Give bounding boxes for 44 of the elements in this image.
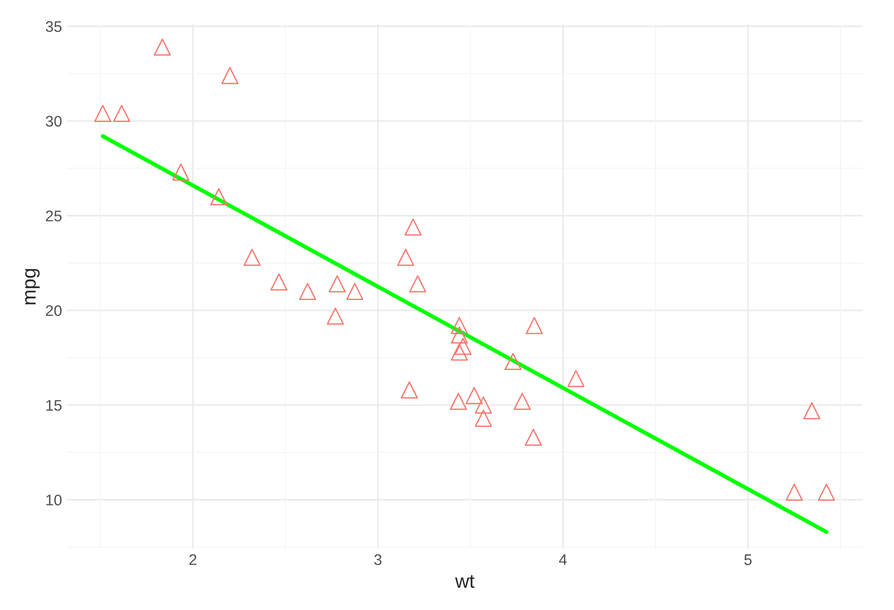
point — [397, 248, 414, 266]
point — [466, 387, 483, 404]
y-tick-label: 35 — [46, 21, 62, 32]
point — [454, 338, 472, 355]
y-tick-label: 25 — [46, 210, 62, 222]
point — [474, 410, 492, 427]
point — [409, 275, 426, 292]
y-tick-label: 30 — [46, 116, 62, 127]
point — [818, 484, 835, 501]
point — [404, 218, 422, 236]
point — [786, 484, 803, 501]
point — [514, 392, 531, 410]
point — [328, 275, 346, 292]
point — [299, 282, 316, 300]
point — [270, 273, 288, 291]
point — [154, 38, 171, 56]
point — [172, 164, 190, 181]
y-axis-title: mpg — [25, 269, 40, 304]
y-tick-label: 20 — [46, 305, 62, 316]
x-tick-label: 4 — [559, 554, 567, 565]
point — [326, 308, 344, 325]
point — [346, 282, 364, 300]
point — [504, 352, 522, 370]
point — [450, 392, 467, 410]
y-tick-label: 10 — [46, 494, 62, 506]
point — [474, 396, 492, 414]
point — [524, 428, 542, 446]
point — [567, 370, 584, 388]
x-tick-label: 2 — [189, 554, 196, 565]
point — [221, 66, 238, 84]
point — [113, 104, 130, 122]
y-tick-label: 15 — [46, 400, 62, 411]
x-tick-label: 3 — [374, 554, 382, 566]
point — [803, 402, 820, 420]
point — [94, 104, 112, 122]
point — [244, 248, 261, 266]
point — [526, 316, 543, 334]
x-axis-title: wt — [455, 575, 474, 588]
point — [450, 343, 468, 361]
point — [450, 326, 468, 344]
point — [210, 188, 228, 206]
x-tick-label: 5 — [744, 554, 752, 566]
point — [400, 381, 418, 398]
point — [450, 316, 468, 334]
